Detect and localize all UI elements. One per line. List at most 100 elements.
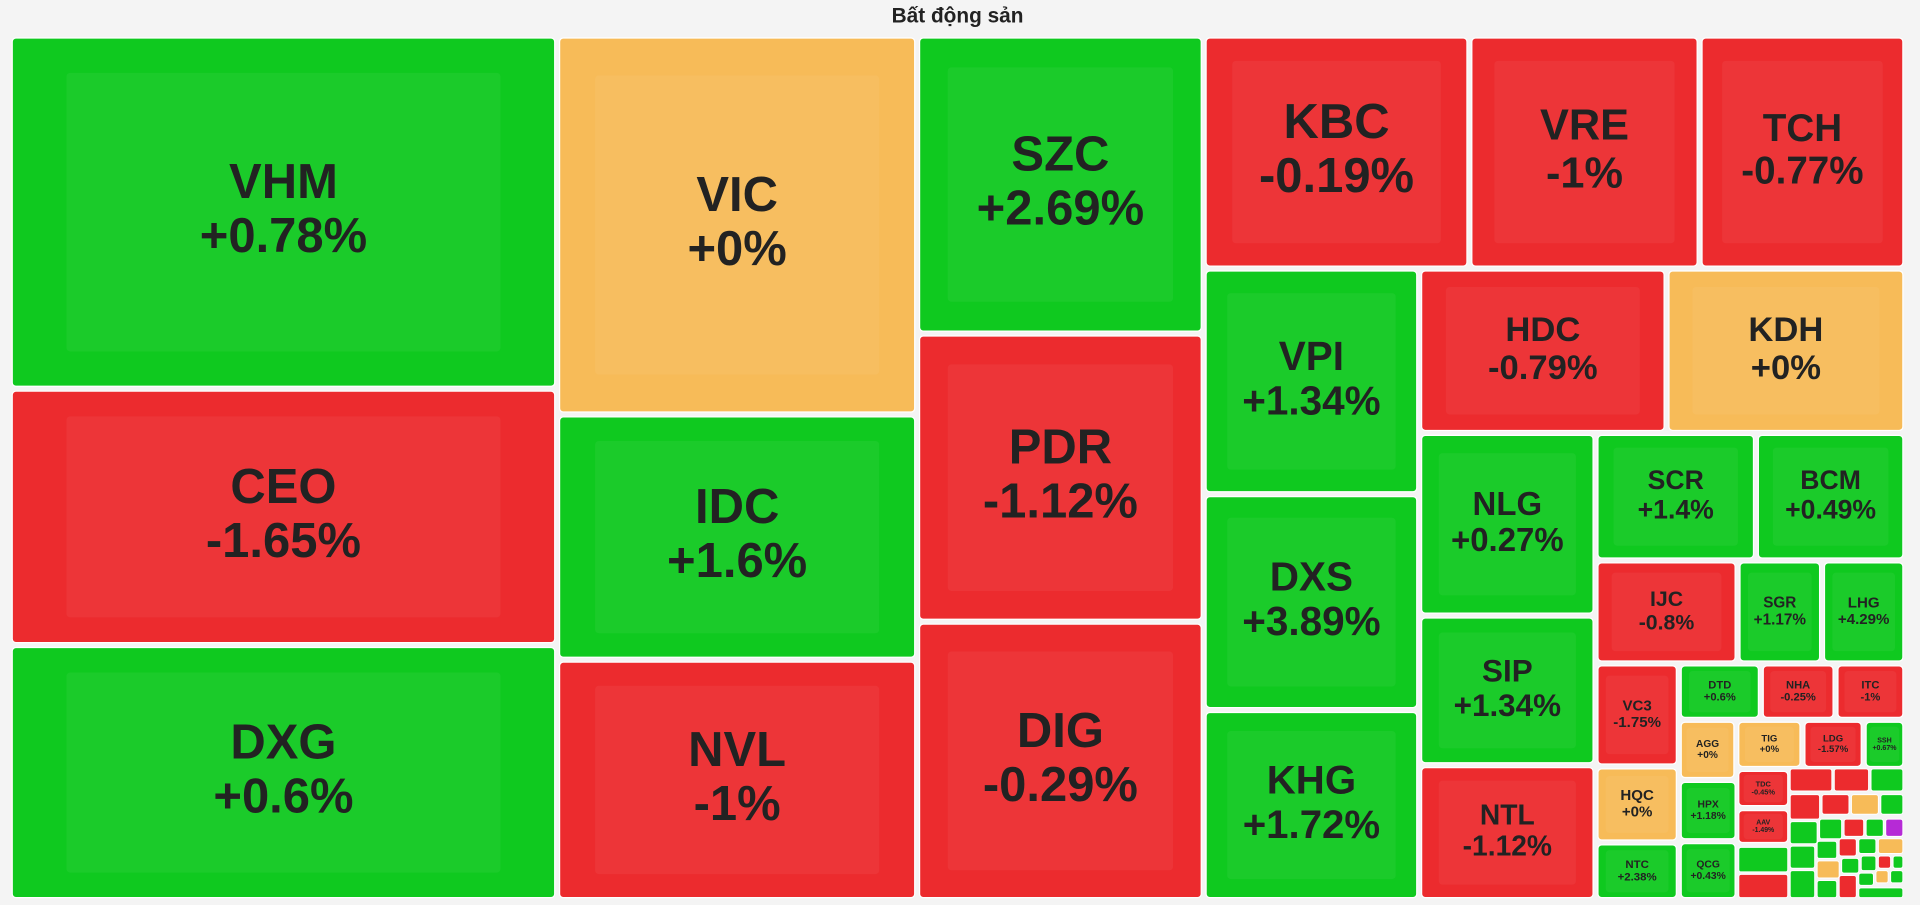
- small-tile: [1843, 818, 1865, 837]
- tile-change: -0.77%: [1741, 150, 1863, 193]
- tile: [1205, 270, 1418, 493]
- small-tile: [1885, 818, 1904, 837]
- tile-ticker: TIG: [1761, 734, 1777, 745]
- tile-shine: [1770, 671, 1827, 713]
- small-tile: [1880, 794, 1904, 815]
- tile-change: +0.43%: [1690, 871, 1725, 882]
- tile-shine: [1832, 572, 1896, 652]
- tile: [918, 37, 1202, 332]
- tile: [1421, 270, 1665, 432]
- tile: [11, 390, 556, 644]
- tile: [558, 37, 916, 413]
- chart-title: Bất động sản: [892, 5, 1024, 28]
- tile-change: -1.49%: [1752, 827, 1774, 834]
- tile-ticker: DTD: [1708, 679, 1731, 691]
- tile-ticker: IJC: [1650, 587, 1683, 611]
- tile-change: -0.8%: [1639, 610, 1695, 634]
- tile-ticker: KDH: [1748, 311, 1823, 349]
- tile: [1804, 721, 1862, 768]
- tile-change: +2.38%: [1618, 872, 1657, 884]
- tile-ticker: KHG: [1267, 758, 1356, 803]
- tile: [11, 37, 556, 387]
- tile-shine: [947, 651, 1174, 871]
- tile: [1865, 721, 1904, 768]
- tile-change: +2.69%: [977, 181, 1144, 235]
- tile-ticker: VC3: [1622, 698, 1651, 715]
- tile-shine: [1227, 293, 1396, 470]
- small-tile: [1860, 855, 1877, 872]
- tile: [1739, 562, 1821, 662]
- tile: [1421, 767, 1594, 899]
- small-tile: [1789, 768, 1833, 792]
- tile-shine: [1869, 726, 1900, 763]
- tile-ticker: SIP: [1482, 653, 1533, 688]
- tile: [11, 646, 556, 899]
- small-tile: [1865, 818, 1884, 837]
- tile-ticker: SZC: [1011, 128, 1109, 182]
- tile-change: -1.65%: [206, 514, 361, 568]
- tile-shine: [1494, 60, 1675, 244]
- tile-shine: [1438, 632, 1576, 749]
- tile-shine: [1686, 849, 1730, 893]
- tile-ticker: AGG: [1696, 739, 1719, 750]
- small-tile: [1890, 870, 1904, 884]
- tile: [1762, 665, 1834, 718]
- tile-shine: [66, 416, 501, 618]
- tile-shine: [1613, 447, 1738, 546]
- tile-change: +0.6%: [1704, 692, 1736, 704]
- tile-shine: [66, 72, 501, 352]
- tile-change: +0%: [1760, 744, 1780, 755]
- tile-change: -0.45%: [1751, 788, 1775, 797]
- tile-change: -1.12%: [983, 475, 1138, 529]
- tile-ticker: QCG: [1696, 860, 1720, 871]
- tile: [1597, 562, 1736, 662]
- small-tile: [1875, 870, 1889, 884]
- tile: [918, 335, 1202, 620]
- tile: [1680, 781, 1736, 840]
- small-tile: [1738, 873, 1789, 899]
- tile-change: -0.79%: [1488, 349, 1598, 387]
- tile: [1205, 37, 1468, 267]
- small-tile: [1892, 855, 1904, 869]
- small-tile: [1838, 838, 1857, 857]
- tile-change: +0.78%: [200, 209, 367, 263]
- tile-change: -0.29%: [983, 758, 1138, 812]
- tile-ticker: VIC: [696, 168, 778, 222]
- tile-shine: [1605, 675, 1669, 755]
- tile-change: -1.75%: [1613, 714, 1661, 731]
- tile: [1205, 711, 1418, 899]
- tile: [1738, 809, 1789, 844]
- tile-ticker: NVL: [688, 723, 786, 777]
- small-tile: [1838, 875, 1857, 899]
- small-tile: [1877, 855, 1892, 869]
- tile-shine: [1810, 726, 1856, 763]
- tile-shine: [1438, 780, 1576, 885]
- tile-ticker: TCH: [1763, 107, 1842, 150]
- tile: [1738, 770, 1789, 807]
- small-tile: [1816, 860, 1840, 879]
- tile-shine: [1692, 286, 1880, 415]
- tile-change: -0.25%: [1780, 692, 1815, 704]
- tile-shine: [1605, 775, 1669, 833]
- tile-change: +4.29%: [1838, 611, 1890, 628]
- tile-change: +1.72%: [1243, 802, 1380, 847]
- tile: [558, 661, 916, 899]
- tile-change: -1.12%: [1463, 830, 1552, 862]
- tile-shine: [1232, 60, 1441, 244]
- tile: [1680, 843, 1736, 899]
- tile-change: +0%: [1622, 804, 1653, 821]
- tile: [1668, 270, 1904, 432]
- tile: [918, 623, 1202, 899]
- tile-change: -1%: [1860, 692, 1880, 704]
- tile-change: +0.27%: [1451, 521, 1564, 558]
- tile-shine: [1227, 730, 1396, 880]
- small-tile: [1789, 870, 1816, 899]
- tile: [1421, 617, 1594, 764]
- tile-shine: [595, 75, 880, 375]
- tile: [1680, 721, 1735, 779]
- tile-ticker: SCR: [1648, 465, 1704, 495]
- tile-shine: [1688, 671, 1751, 713]
- tile-ticker: VRE: [1540, 102, 1629, 150]
- tile: [1738, 721, 1801, 768]
- tile-shine: [1743, 774, 1783, 803]
